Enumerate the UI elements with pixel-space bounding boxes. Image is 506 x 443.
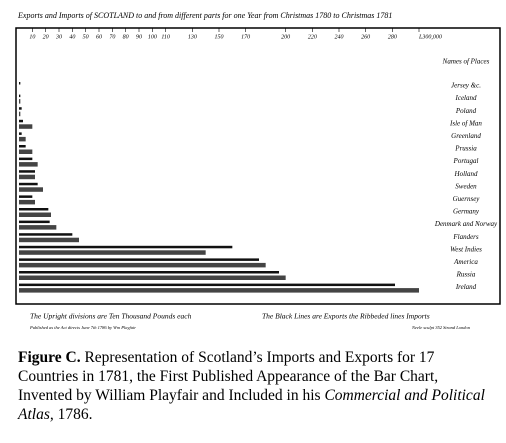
category-label: Prussia [454, 145, 477, 153]
bar [19, 262, 266, 268]
x-tick-label: 220 [308, 34, 317, 40]
bar [19, 182, 38, 186]
bar [19, 233, 73, 236]
x-tick-label: L300,000 [418, 34, 442, 40]
x-tick-label: 10 [29, 34, 35, 40]
x-tick-label: 100 [148, 34, 157, 40]
x-tick-label: 240 [335, 33, 344, 40]
bar [19, 195, 33, 198]
x-tick-label: 130 [188, 34, 197, 40]
bar [19, 124, 33, 129]
x-tick-label: 170 [241, 34, 250, 40]
caption-end: 1786. [57, 406, 93, 423]
bar [19, 199, 35, 205]
bar [19, 283, 395, 287]
x-tick-label: 110 [161, 34, 170, 40]
x-tick-label: 200 [281, 34, 290, 40]
category-label: Portugal [453, 157, 479, 165]
category-label: Germany [453, 208, 480, 216]
bar [19, 111, 21, 117]
caption-label: Figure C. [18, 349, 81, 366]
bar [19, 170, 35, 173]
bar [19, 107, 22, 110]
x-tick-label: 50 [83, 34, 89, 40]
footnote: The Black Lines are Exports the Ribbeded… [262, 312, 430, 321]
engraver: Neele sculpt 352 Strand London [411, 325, 471, 330]
category-label: Holland [454, 170, 478, 178]
caption-text: Representation of Scotland’s Imports and… [18, 349, 439, 404]
bar [19, 208, 49, 211]
category-label: Iceland [455, 94, 477, 102]
frame [15, 27, 501, 305]
bar [19, 250, 206, 255]
bar [19, 245, 233, 249]
bar [19, 99, 21, 104]
category-label: Flanders [452, 233, 479, 241]
bar [19, 275, 286, 280]
x-tick-label: 40 [69, 33, 75, 40]
category-label: Poland [455, 107, 477, 115]
bar [19, 157, 33, 161]
category-label: Denmark and Norway [434, 220, 498, 228]
category-label: Isle of Man [449, 119, 482, 127]
bar [19, 94, 21, 98]
bar [19, 145, 26, 148]
x-tick-label: 60 [96, 34, 102, 40]
publisher: Published as the Act directs June 7th 17… [29, 325, 136, 330]
chart-title: Exports and Imports of SCOTLAND to and f… [17, 11, 392, 20]
bar [19, 187, 43, 192]
category-label: West Indies [450, 245, 482, 253]
bar [19, 132, 22, 135]
bar [19, 258, 259, 261]
x-tick-label: 20 [43, 34, 49, 40]
category-label: America [453, 258, 478, 266]
category-label: Russia [456, 271, 476, 279]
x-tick-label: 30 [55, 34, 62, 40]
category-label: Sweden [455, 182, 477, 190]
caption-italic: Commercial and Political Atlas, [18, 387, 485, 423]
bar [19, 220, 50, 224]
x-tick-label: 260 [361, 34, 370, 40]
bar [19, 162, 38, 167]
bar [19, 149, 33, 154]
x-tick-label: 150 [215, 34, 224, 40]
bar [19, 174, 35, 180]
x-tick-label: 80 [123, 34, 129, 40]
bar [19, 136, 26, 142]
names-header: Names of Places [442, 58, 490, 66]
bar [19, 288, 419, 293]
chart: Exports and Imports of SCOTLAND to and f… [15, 11, 501, 330]
category-label: Jersey &c. [451, 82, 481, 90]
category-label: Ireland [455, 283, 477, 291]
bar [19, 225, 57, 230]
bar [19, 119, 23, 123]
x-tick-label: 70 [109, 34, 115, 40]
category-label: Greenland [451, 132, 481, 140]
x-tick-label: 90 [136, 34, 142, 40]
bar [19, 271, 279, 274]
caption: Figure C. Representation of Scotland’s I… [18, 348, 494, 424]
footnote: The Upright divisions are Ten Thousand P… [30, 312, 192, 321]
bar [19, 212, 51, 217]
x-tick-label: 280 [388, 34, 397, 40]
bar [19, 82, 21, 85]
bar [19, 237, 79, 243]
category-label: Guernsey [453, 195, 481, 203]
